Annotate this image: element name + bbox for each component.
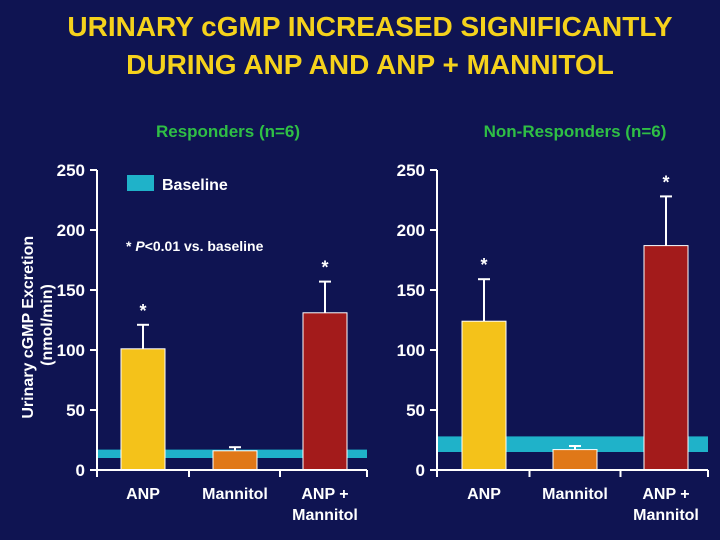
bar-anp [120,348,166,471]
category-label-line: Mannitol [542,486,608,503]
y-tick-label: 50 [406,401,425,420]
category-label-anp: ANP [467,486,501,503]
category-label-line: Mannitol [202,486,268,503]
note-p: P [135,238,145,254]
category-label-line: Mannitol [292,507,358,524]
responders-panel: Responders (n=6) * ANP Mannitol * ANP + Mannit… [57,122,368,524]
significance-star-anp-mannitol: * [321,258,328,278]
y-tick-label: 250 [397,161,425,180]
y-tick-label: 200 [57,221,85,240]
bar-anp-mannitol [643,245,689,471]
note-rest: <0.01 vs. baseline [145,238,264,254]
legend-swatch-baseline [127,175,154,191]
y-axis-label-line-2: (nmol/min) [39,284,56,366]
y-tick-label: 150 [397,281,425,300]
non-responders-panel: Non-Responders (n=6) * ANP Mannitol * ANP + Ma… [397,122,709,524]
bar-mannitol [212,450,258,471]
category-label-line: ANP [467,486,501,503]
panel-title: Non-Responders (n=6) [484,122,667,141]
category-label-mannitol: Mannitol [202,486,268,503]
category-label-anp: ANP [126,486,160,503]
y-tick-label: 100 [57,341,85,360]
y-tick-label: 100 [397,341,425,360]
y-tick-label: 150 [57,281,85,300]
bar-mannitol [552,449,598,471]
legend-label-baseline: Baseline [162,177,228,194]
slide-title-line-1: URINARY cGMP INCREASED SIGNIFICANTLY [67,11,673,42]
significance-star-anp-mannitol: * [662,172,669,192]
y-tick-label: 0 [416,461,425,480]
category-label-anp-mannitol: ANP + Mannitol [633,486,699,524]
y-axis-label: Urinary cGMP Excretion (nmol/min) [20,231,56,418]
y-tick-label: 200 [397,221,425,240]
bar-anp-mannitol [302,312,348,471]
significance-note: * P<0.01 vs. baseline [126,238,264,254]
significance-star-anp: * [480,255,487,275]
panel-title: Responders (n=6) [156,122,300,141]
bar-anp [461,320,507,471]
y-tick-label: 250 [57,161,85,180]
category-label-mannitol: Mannitol [542,486,608,503]
category-label-anp-mannitol: ANP + Mannitol [292,486,358,524]
legend: Baseline [127,175,228,194]
y-tick-label: 0 [76,461,85,480]
y-tick-label: 50 [66,401,85,420]
y-axis-label-line-1: Urinary cGMP Excretion [20,236,37,419]
category-label-line: ANP [126,486,160,503]
category-label-line: ANP + [642,486,689,503]
category-label-line: Mannitol [633,507,699,524]
slide-title-line-2: DURING ANP AND ANP + MANNITOL [126,49,614,80]
note-star: * [126,238,135,254]
category-label-line: ANP + [301,486,348,503]
significance-star-anp: * [139,301,146,321]
